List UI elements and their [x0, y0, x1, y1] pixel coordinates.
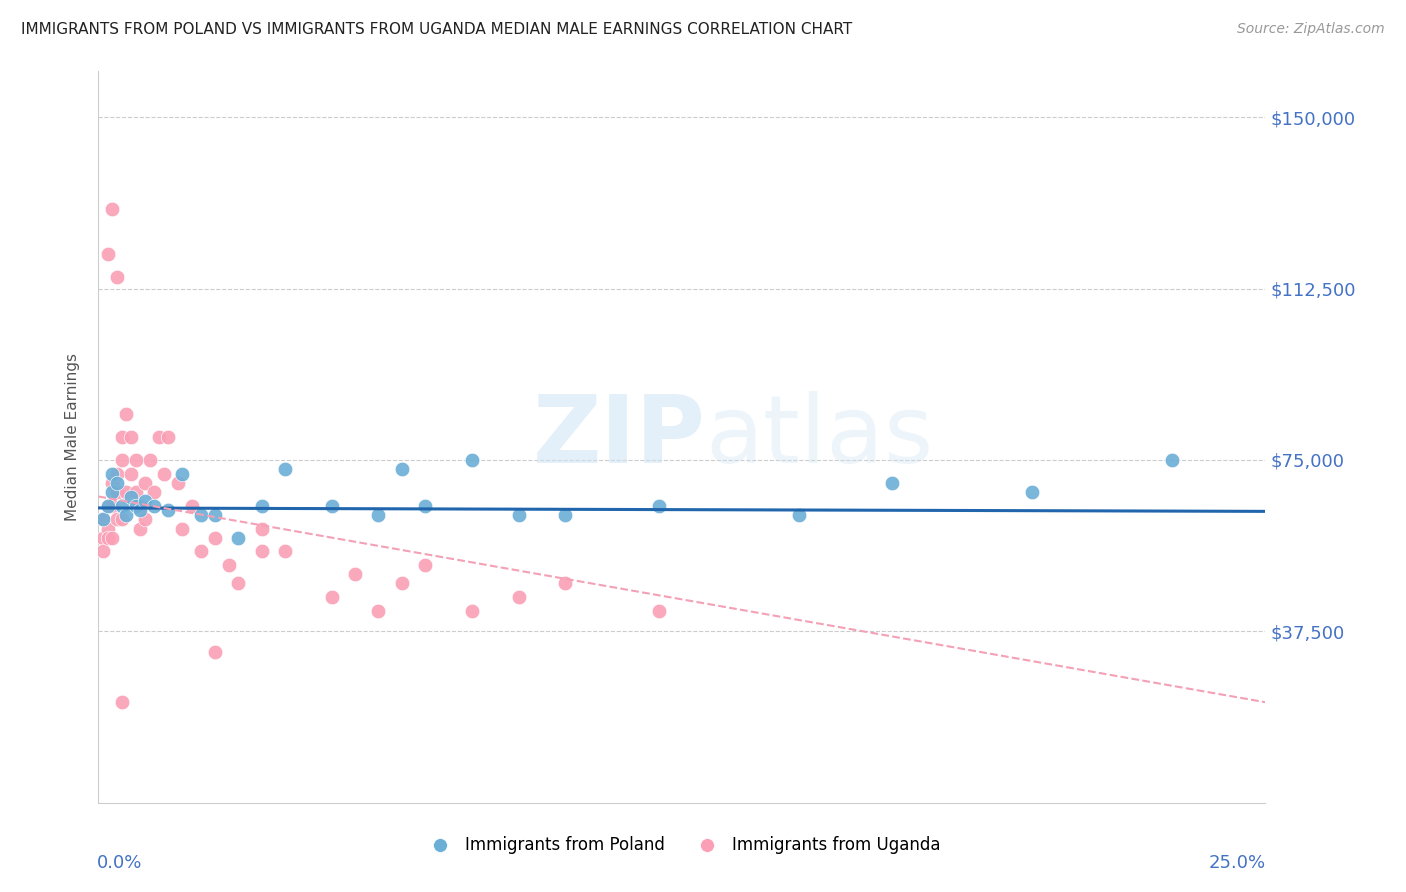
Point [115, 484, 138, 499]
Point [508, 508, 530, 522]
Point [152, 467, 174, 481]
Point [413, 558, 436, 573]
Point [105, 512, 128, 526]
Point [111, 512, 134, 526]
Point [391, 462, 413, 476]
Point [134, 475, 156, 490]
Point [367, 604, 389, 618]
Point [787, 508, 810, 522]
Point [461, 604, 484, 618]
Point [101, 499, 124, 513]
Point [125, 484, 148, 499]
Point [97, 247, 120, 261]
Point [105, 475, 128, 490]
Text: Source: ZipAtlas.com: Source: ZipAtlas.com [1237, 22, 1385, 37]
Point [166, 475, 188, 490]
Point [204, 508, 226, 522]
Point [218, 558, 240, 573]
Point [274, 544, 297, 558]
Point [228, 576, 250, 591]
Point [344, 567, 367, 582]
Point [115, 508, 138, 522]
Point [274, 462, 297, 476]
Point [97, 531, 120, 545]
Point [647, 499, 669, 513]
Point [111, 430, 134, 444]
Point [148, 430, 170, 444]
Text: IMMIGRANTS FROM POLAND VS IMMIGRANTS FROM UGANDA MEDIAN MALE EARNINGS CORRELATIO: IMMIGRANTS FROM POLAND VS IMMIGRANTS FRO… [21, 22, 852, 37]
Point [91, 531, 114, 545]
Point [101, 484, 124, 499]
Point [134, 494, 156, 508]
Point [97, 521, 120, 535]
Point [91, 512, 114, 526]
Point [129, 521, 152, 535]
Point [204, 645, 226, 659]
Point [101, 467, 124, 481]
Point [321, 499, 343, 513]
Point [250, 544, 273, 558]
Point [180, 499, 202, 513]
Point [157, 503, 180, 517]
Point [321, 590, 343, 604]
Point [190, 544, 212, 558]
Point [250, 499, 273, 513]
Point [204, 531, 226, 545]
Point [880, 475, 903, 490]
Point [228, 531, 250, 545]
Point [647, 604, 669, 618]
Text: atlas: atlas [706, 391, 934, 483]
Point [105, 270, 128, 285]
Point [120, 490, 142, 504]
Point [91, 544, 114, 558]
Point [111, 453, 134, 467]
Point [413, 499, 436, 513]
Point [91, 512, 114, 526]
Point [1021, 484, 1043, 499]
Point [115, 407, 138, 421]
Point [97, 499, 120, 513]
Point [143, 484, 166, 499]
Point [101, 531, 124, 545]
Point [134, 512, 156, 526]
Point [125, 499, 148, 513]
Point [139, 453, 162, 467]
Point [111, 695, 134, 709]
Point [129, 499, 152, 513]
Point [554, 576, 576, 591]
Point [101, 475, 124, 490]
Point [461, 453, 484, 467]
Point [190, 508, 212, 522]
Point [157, 430, 180, 444]
Point [172, 521, 194, 535]
Point [367, 508, 389, 522]
Text: 25.0%: 25.0% [1208, 854, 1265, 872]
Point [172, 467, 194, 481]
Point [391, 576, 413, 591]
Point [101, 202, 124, 216]
Text: 0.0%: 0.0% [97, 854, 142, 872]
Point [111, 499, 134, 513]
Point [554, 508, 576, 522]
Point [125, 453, 148, 467]
Y-axis label: Median Male Earnings: Median Male Earnings [65, 353, 80, 521]
Point [105, 484, 128, 499]
Point [143, 499, 166, 513]
Point [129, 503, 152, 517]
Point [508, 590, 530, 604]
Point [120, 467, 142, 481]
Point [250, 521, 273, 535]
Point [105, 467, 128, 481]
Point [120, 430, 142, 444]
Legend: Immigrants from Poland, Immigrants from Uganda: Immigrants from Poland, Immigrants from … [418, 829, 946, 860]
Point [1161, 453, 1184, 467]
Point [97, 499, 120, 513]
Text: ZIP: ZIP [533, 391, 706, 483]
